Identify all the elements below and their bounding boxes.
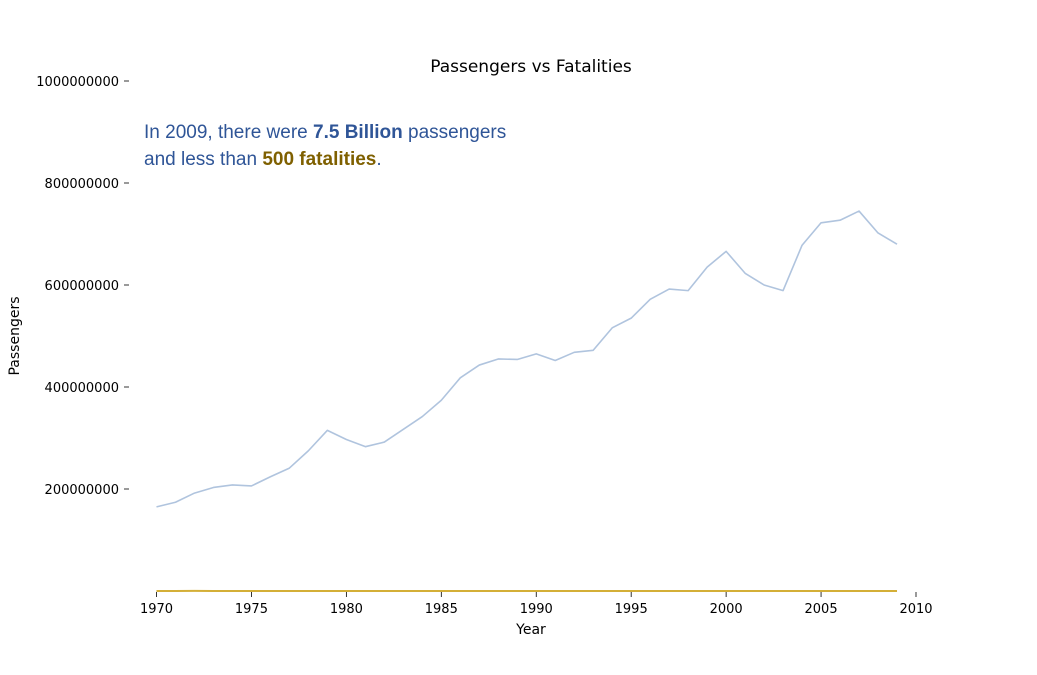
annotation-line-2-prefix: and less than [144,149,262,170]
y-axis: 200000000 400000000 600000000 800000000 1000… [36,75,129,498]
x-axis-title: Year [515,622,546,638]
annotation-line-2: and less than 500 fatalities. [144,149,382,170]
y-tick-label: 200000000 [45,483,119,498]
annotation-line-1-suffix: passengers [403,122,507,143]
annotation-line-1: In 2009, there were 7.5 Billion passenge… [144,122,506,143]
annotation-fatalities-value: 500 fatalities [262,149,376,170]
x-tick-label: 1985 [425,602,458,617]
series-layer [156,210,898,592]
y-axis-title: Passengers [7,296,23,375]
y-tick-label: 1000000000 [36,75,119,90]
y-tick-label: 600000000 [45,279,119,294]
x-tick-label: 1975 [235,602,268,617]
y-tick-label: 800000000 [45,177,119,192]
annotation-line-1-prefix: In 2009, there were [144,122,313,143]
y-tick-label: 400000000 [45,381,119,396]
x-axis: 1970 1975 1980 1985 1990 1995 2000 2005 2010 [140,592,933,617]
x-tick-label: 1970 [140,602,173,617]
chart-title: Passengers vs Fatalities [430,57,632,77]
x-tick-label: 1995 [615,602,648,617]
annotation-passengers-value: 7.5 Billion [313,122,403,143]
passengers-line [156,210,898,508]
x-tick-label: 2000 [710,602,743,617]
x-tick-label: 1990 [520,602,553,617]
x-tick-label: 2005 [805,602,838,617]
x-tick-label: 2010 [899,602,932,617]
annotation-line-2-suffix: . [376,149,381,170]
x-tick-label: 1980 [330,602,363,617]
